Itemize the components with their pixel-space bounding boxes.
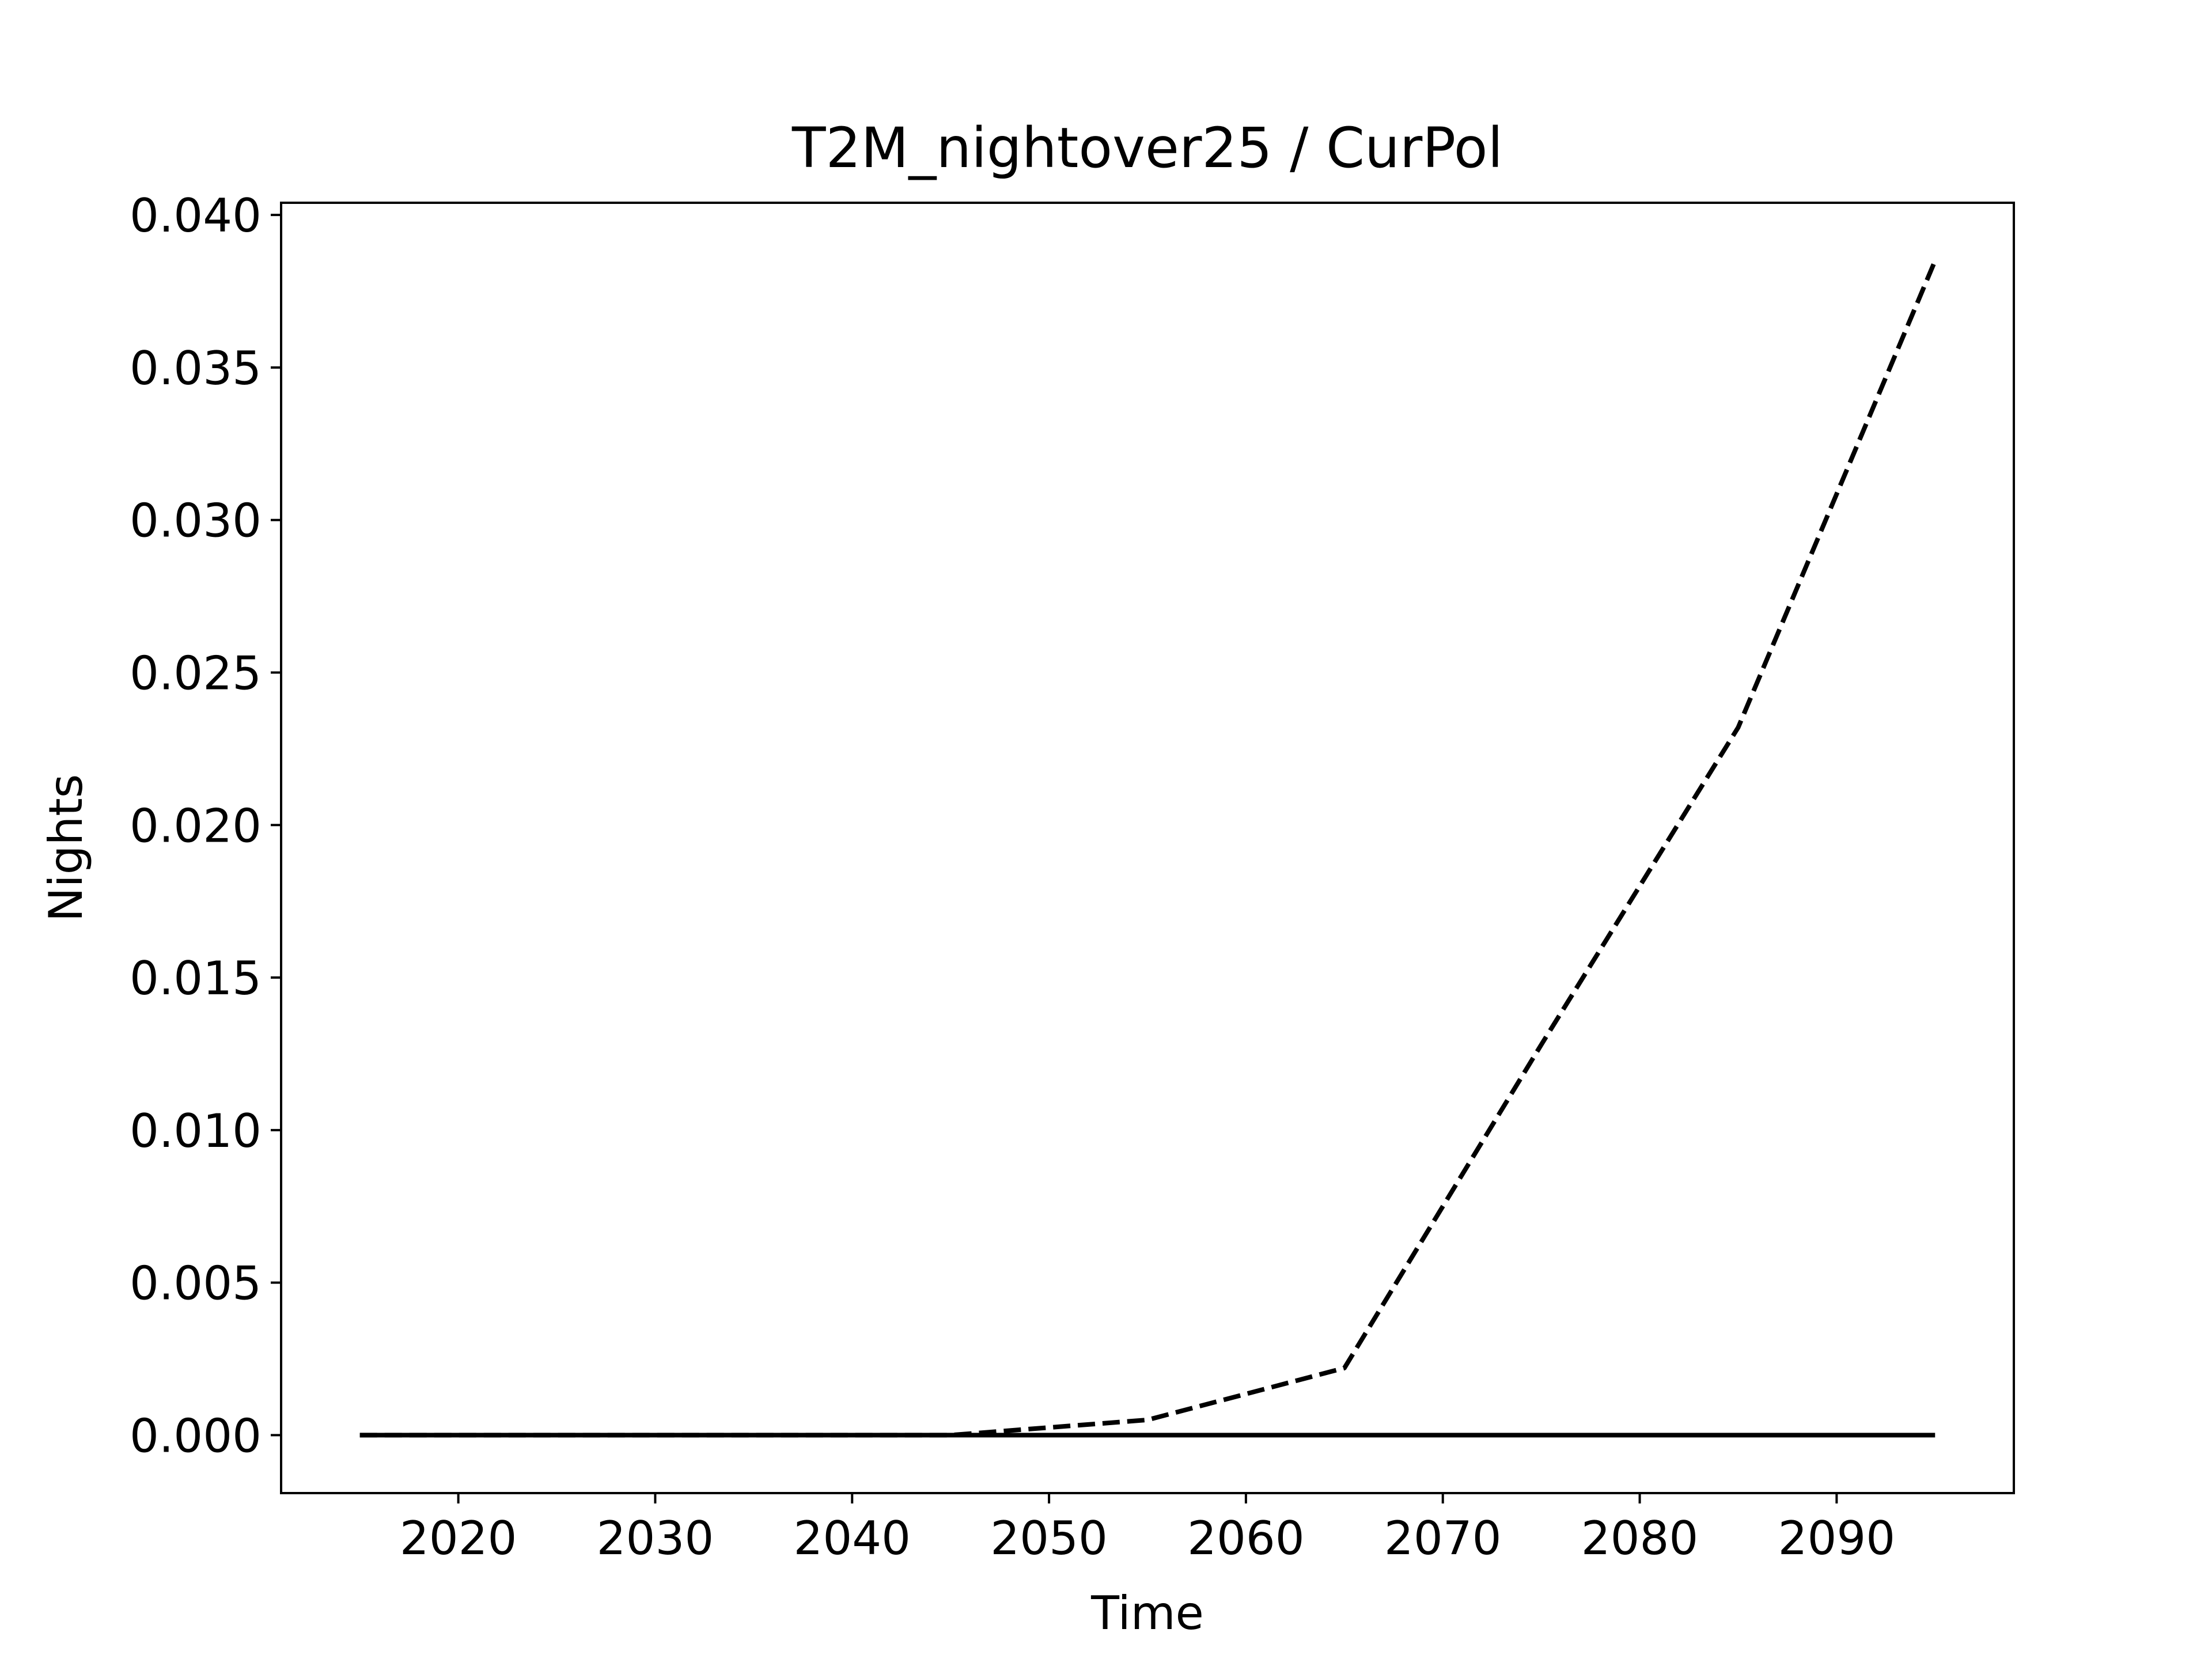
plot-frame — [280, 202, 2015, 1494]
x-tick-label: 2020 — [400, 1512, 517, 1565]
y-tick-label: 0.025 — [130, 647, 262, 700]
series-layer — [359, 260, 1937, 1438]
x-tick-label: 2050 — [990, 1512, 1108, 1565]
x-tick-label: 2060 — [1187, 1512, 1305, 1565]
y-tick-label: 0.015 — [130, 952, 262, 1005]
x-tick-label: 2070 — [1384, 1512, 1502, 1565]
x-axis-label: Time — [1090, 1586, 1204, 1640]
x-tick-label: 2040 — [793, 1512, 911, 1565]
chart-title: T2M_nightover25 / CurPol — [791, 116, 1503, 180]
plot-data — [359, 260, 1937, 1438]
x-axis-ticks: 2020 2030 2040 2050 2060 2070 2080 2090 — [400, 1493, 1895, 1565]
x-tick-label: 2090 — [1778, 1512, 1896, 1565]
x-tick-label: 2030 — [597, 1512, 714, 1565]
y-axis-ticks: 0.000 0.005 0.010 0.015 0.020 0.025 0.030 0.035… — [130, 189, 281, 1463]
y-tick-label: 0.035 — [130, 342, 262, 395]
y-tick-label: 0.040 — [130, 189, 262, 243]
y-tick-label: 0.020 — [130, 799, 262, 853]
y-tick-label: 0.010 — [130, 1104, 262, 1158]
x-tick-label: 2080 — [1581, 1512, 1699, 1565]
y-tick-label: 0.005 — [130, 1257, 262, 1310]
y-tick-label: 0.000 — [130, 1409, 262, 1463]
y-axis-label: Nights — [39, 774, 93, 922]
y-tick-label: 0.030 — [130, 494, 262, 548]
